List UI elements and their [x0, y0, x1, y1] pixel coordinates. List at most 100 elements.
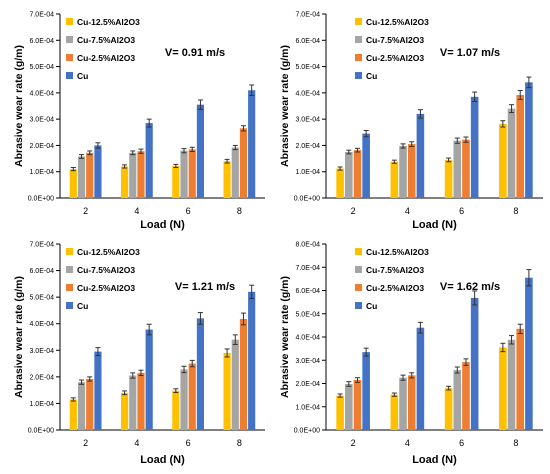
bar-cu-12-5-al2o3-load-2 — [69, 399, 77, 430]
bar-cu-2-5-al2o3-load-8 — [239, 128, 248, 198]
bar-cu-load-2 — [94, 145, 102, 198]
legend-label: Cu-7.5%Al2O3 — [77, 35, 135, 45]
legend-swatch — [355, 284, 362, 291]
x-tick-label: 2 — [351, 206, 356, 216]
y-tick-label: 3.0E-04 — [29, 117, 54, 124]
velocity-annotation: V= 0.91 m/s — [165, 47, 225, 59]
x-tick-label: 6 — [186, 438, 191, 448]
bar-cu-2-5-al2o3-load-6 — [188, 149, 196, 198]
y-tick-label: 7.0E-04 — [295, 265, 320, 272]
legend-label: Cu — [77, 301, 88, 311]
bar-cu-2-5-al2o3-load-8 — [239, 318, 248, 430]
bar-cu-load-4 — [145, 123, 153, 198]
legend-swatch — [355, 266, 362, 273]
y-tick-label: 5.0E-04 — [29, 295, 54, 302]
x-tick-label: 6 — [459, 206, 464, 216]
y-axis-label: Abrasive wear rate (g/m) — [13, 45, 25, 167]
y-tick-label: 4.0E-04 — [29, 90, 54, 97]
legend-swatch — [355, 72, 362, 79]
legend-label: Cu-2.5%Al2O3 — [366, 53, 424, 63]
y-tick-label: 4.0E-04 — [29, 321, 54, 328]
y-tick-label: 6.0E-04 — [295, 288, 320, 295]
y-tick-label: 0.0E+00 — [28, 196, 54, 203]
y-tick-label: 1.0E-04 — [295, 404, 320, 411]
bar-cu-2-5-al2o3-load-6 — [462, 139, 470, 198]
bar-cu-load-8 — [525, 82, 533, 198]
bar-cu-7-5-al2o3-load-8 — [231, 147, 239, 198]
bar-cu-12-5-al2o3-load-8 — [499, 123, 507, 198]
bar-cu-2-5-al2o3-load-2 — [86, 378, 94, 430]
legend-label: Cu-12.5%Al2O3 — [77, 247, 140, 257]
legend-label: Cu — [77, 71, 88, 81]
bar-cu-12-5-al2o3-load-6 — [444, 159, 453, 198]
bar-cu-load-8 — [248, 90, 256, 198]
bar-cu-2-5-al2o3-load-2 — [86, 152, 94, 198]
bar-cu-2-5-al2o3-load-6 — [188, 363, 196, 430]
y-tick-label: 6.0E-04 — [295, 38, 320, 45]
velocity-annotation: V= 1.21 m/s — [175, 281, 235, 293]
legend-label: Cu-12.5%Al2O3 — [77, 17, 140, 27]
bar-cu-2-5-al2o3-load-4 — [407, 144, 416, 198]
bar-cu-7-5-al2o3-load-6 — [180, 150, 188, 198]
bar-cu-2-5-al2o3-load-4 — [137, 372, 145, 430]
bar-cu-7-5-al2o3-load-8 — [231, 339, 239, 430]
legend-label: Cu-2.5%Al2O3 — [77, 283, 135, 293]
x-axis-label: Load (N) — [412, 454, 457, 466]
bar-cu-7-5-al2o3-load-2 — [344, 383, 353, 430]
bar-cu-load-6 — [470, 297, 479, 430]
x-tick-label: 8 — [237, 206, 242, 216]
bar-cu-2-5-al2o3-load-8 — [516, 94, 525, 198]
legend-swatch — [66, 248, 73, 255]
bar-cu-12-5-al2o3-load-4 — [390, 394, 399, 430]
x-tick-label: 4 — [134, 438, 139, 448]
bar-cu-12-5-al2o3-load-2 — [336, 395, 344, 430]
y-tick-label: 7.0E-04 — [295, 12, 320, 19]
x-tick-label: 8 — [237, 438, 242, 448]
legend-swatch — [66, 72, 73, 79]
bar-cu-load-6 — [196, 318, 205, 430]
legend-swatch — [355, 36, 362, 43]
legend-swatch — [355, 18, 362, 25]
legend-label: Cu — [366, 301, 377, 311]
bar-cu-load-8 — [525, 277, 533, 430]
y-tick-label: 2.0E-04 — [295, 143, 320, 150]
y-axis-label: Abrasive wear rate (g/m) — [279, 276, 291, 398]
bar-cu-7-5-al2o3-load-2 — [77, 382, 86, 430]
y-tick-label: 5.0E-04 — [29, 64, 54, 71]
legend-swatch — [355, 54, 362, 61]
bar-cu-7-5-al2o3-load-6 — [180, 369, 188, 430]
legend-swatch — [66, 54, 73, 61]
bar-cu-7-5-al2o3-load-2 — [77, 156, 86, 198]
bar-cu-2-5-al2o3-load-2 — [353, 150, 362, 198]
bar-cu-load-4 — [416, 327, 425, 430]
y-tick-label: 6.0E-04 — [29, 268, 54, 275]
bar-cu-7-5-al2o3-load-4 — [399, 377, 407, 430]
y-tick-label: 8.0E-04 — [295, 242, 320, 249]
bar-cu-12-5-al2o3-load-4 — [390, 161, 399, 198]
bar-cu-7-5-al2o3-load-2 — [344, 152, 353, 198]
x-tick-label: 6 — [186, 206, 191, 216]
y-tick-label: 0.0E+00 — [294, 428, 320, 435]
bar-cu-7-5-al2o3-load-6 — [453, 370, 462, 430]
bar-cu-7-5-al2o3-load-4 — [399, 145, 407, 198]
y-axis-label: Abrasive wear rate (g/m) — [279, 45, 291, 167]
y-tick-label: 6.0E-04 — [29, 38, 54, 45]
legend-swatch — [66, 302, 73, 309]
legend-swatch — [66, 266, 73, 273]
x-tick-label: 2 — [351, 438, 356, 448]
legend-label: Cu-2.5%Al2O3 — [77, 53, 135, 63]
y-tick-label: 1.0E-04 — [29, 169, 54, 176]
bar-cu-12-5-al2o3-load-6 — [172, 165, 180, 198]
x-tick-label: 2 — [83, 206, 88, 216]
bar-cu-7-5-al2o3-load-8 — [507, 339, 516, 430]
x-axis-label: Load (N) — [412, 219, 457, 231]
bar-cu-load-4 — [416, 113, 425, 198]
legend-label: Cu-2.5%Al2O3 — [366, 283, 424, 293]
x-tick-label: 4 — [405, 206, 410, 216]
chart-panel-3: 0.0E+00 1.0E-04 2.0E-04 3.0E-04 4.0E-04 5.0E-… — [13, 242, 265, 466]
bar-cu-2-5-al2o3-load-4 — [137, 151, 145, 198]
x-tick-label: 8 — [513, 206, 518, 216]
y-tick-label: 7.0E-04 — [29, 12, 54, 19]
bar-cu-2-5-al2o3-load-2 — [353, 380, 362, 430]
y-tick-label: 7.0E-04 — [29, 242, 54, 249]
